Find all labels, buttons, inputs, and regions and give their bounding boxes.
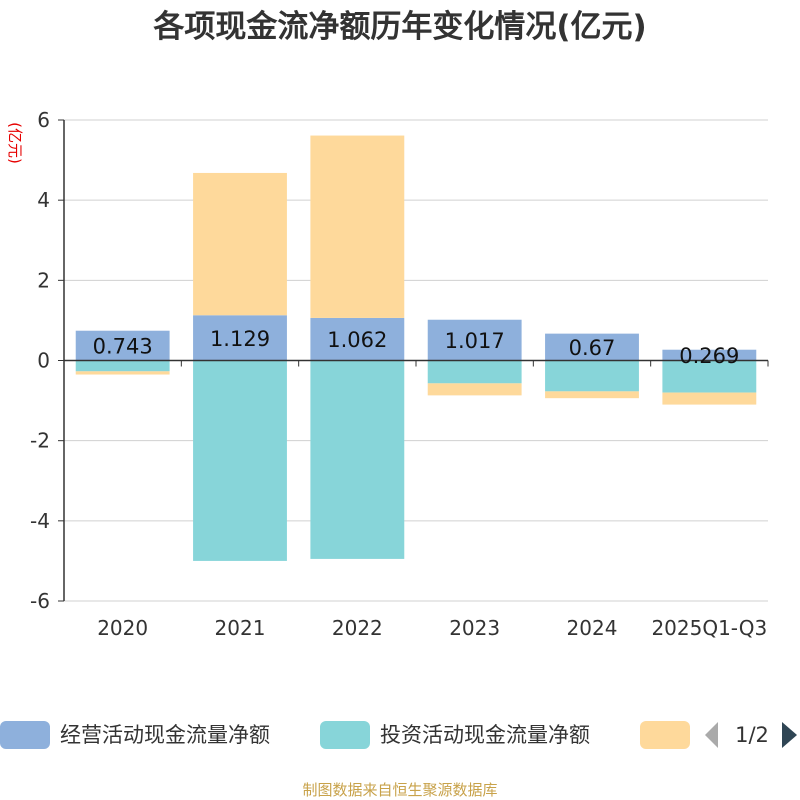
chart-title: 各项现金流净额历年变化情况(亿元) (152, 9, 646, 45)
data-label: 0.743 (93, 335, 153, 359)
data-label: 1.062 (327, 328, 387, 352)
data-source: 制图数据来自恒生聚源数据库 (302, 781, 497, 799)
bar-segment (662, 392, 757, 405)
data-label: 0.67 (569, 336, 616, 360)
bar-segment (427, 360, 522, 384)
y-tick-label: -2 (30, 429, 50, 453)
x-tick-label: 2020 (97, 616, 148, 640)
bar-segment (310, 135, 405, 318)
y-tick-label: -4 (30, 509, 50, 533)
y-axis-label: (亿元) (6, 122, 24, 164)
legend-label[interactable]: 投资活动现金流量净额 (380, 723, 590, 747)
legend-label[interactable]: 经营活动现金流量净额 (60, 723, 270, 747)
legend-pager: 1/2 (705, 722, 797, 748)
y-tick-label: 6 (37, 108, 50, 132)
bar-segment (545, 360, 639, 392)
data-label: 1.017 (445, 329, 505, 353)
x-tick-label: 2024 (567, 616, 618, 640)
bar-segment (427, 383, 522, 396)
legend-swatch[interactable] (640, 721, 690, 749)
y-tick-labels: 6 4 2 0 -2 -4 -6 (30, 108, 50, 613)
legend: 经营活动现金流量净额 投资活动现金流量净额 (0, 721, 690, 749)
x-tick-labels: 2020 2021 2022 2023 2024 2025Q1-Q3 (97, 616, 767, 640)
bar-segment (75, 330, 170, 361)
y-tick-label: -6 (30, 589, 50, 613)
pager-next-icon[interactable] (782, 722, 797, 748)
data-label: 0.269 (679, 344, 739, 368)
bar-segment (545, 391, 639, 399)
bar-segment (75, 360, 170, 372)
x-tick-label: 2022 (332, 616, 383, 640)
bar-segment (427, 319, 522, 361)
data-label: 1.129 (210, 327, 270, 351)
x-tick-label: 2021 (215, 616, 266, 640)
y-tick-label: 0 (37, 349, 50, 373)
bars (75, 135, 757, 561)
pager-text: 1/2 (735, 723, 769, 747)
bar-segment (310, 317, 405, 361)
pager-prev-icon[interactable] (705, 722, 718, 748)
bar-segment (545, 333, 639, 361)
bar-segment (662, 349, 757, 361)
x-tick-label: 2023 (449, 616, 500, 640)
bar-segment (193, 360, 287, 561)
y-tick-label: 4 (37, 188, 50, 212)
data-labels: 0.743 1.129 1.062 1.017 0.67 0.269 (93, 327, 740, 368)
x-tick-label: 2025Q1-Q3 (651, 616, 767, 640)
y-tick-label: 2 (37, 268, 50, 292)
bar-segment (75, 371, 170, 375)
bar-segment (193, 315, 287, 361)
legend-swatch[interactable] (320, 721, 370, 749)
bar-segment (662, 360, 757, 393)
bar-segment (310, 360, 405, 559)
axes (63, 120, 769, 601)
legend-swatch[interactable] (0, 721, 50, 749)
bar-segment (193, 172, 287, 316)
